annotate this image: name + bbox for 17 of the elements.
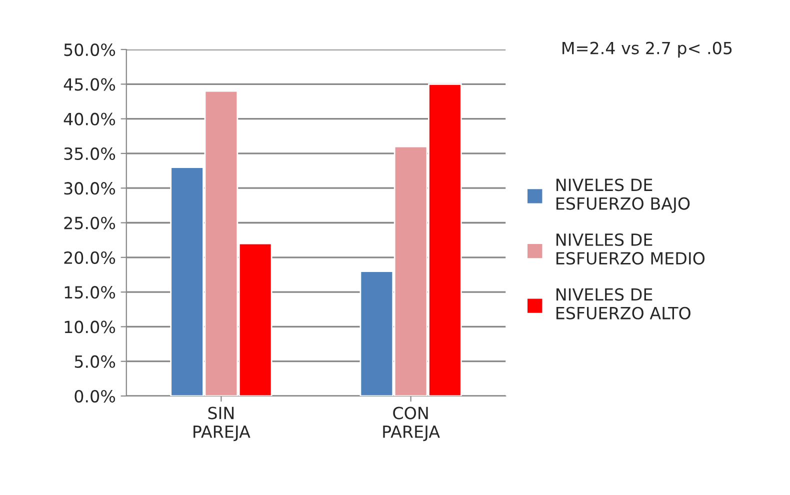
legend-label: NIVELES DE ESFUERZO MEDIO [556, 233, 705, 265]
y-tick-label: 30.0% [64, 182, 116, 195]
y-tick-label: 20.0% [64, 251, 116, 264]
x-tick-label: CON PAREJA [383, 406, 440, 442]
text: M=2.4 vs 2.7 p< .05 [562, 42, 732, 58]
y-tick-label: 25.0% [64, 216, 116, 230]
y-tick-label: 0.0% [74, 390, 116, 403]
y-tick-label: 10.0% [64, 320, 116, 334]
legend-label: NIVELES DE ESFUERZO BAJO [556, 178, 690, 213]
y-tick-label: 40.0% [64, 112, 116, 126]
y-tick-label: 50.0% [64, 43, 116, 56]
y-tick-label: 15.0% [64, 286, 116, 299]
y-tick-label: 5.0% [74, 355, 116, 368]
y-tick-label: 35.0% [64, 147, 116, 160]
y-tick-label: 45.0% [64, 78, 116, 91]
legend-label: NIVELES DE ESFUERZO ALTO [556, 288, 690, 320]
x-tick-label: SIN PAREJA [194, 406, 250, 442]
